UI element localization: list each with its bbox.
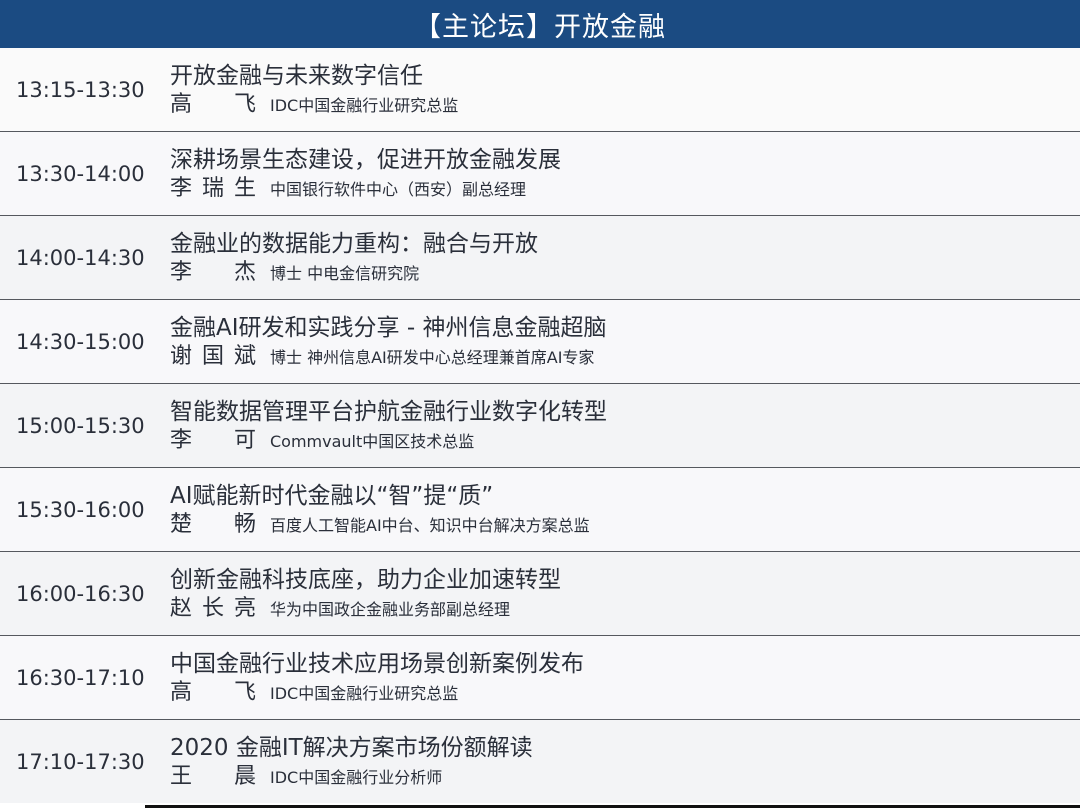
session-title: 智能数据管理平台护航金融行业数字化转型 [170,398,607,425]
speaker-name: 李 杰 [170,259,256,285]
speaker-line: 李 可 Commvault中国区技术总监 [170,428,607,454]
speaker-name: 谢国斌 [170,343,256,369]
session-time: 14:30-15:00 [16,329,145,354]
speaker-role: 博士 中电金信研究院 [270,263,420,283]
speaker-line: 赵长亮 华为中国政企金融业务部副总经理 [170,596,561,622]
speaker-line: 李 杰 博士 中电金信研究院 [170,260,538,286]
speaker-name: 李 可 [170,427,256,453]
speaker-name: 高 飞 [170,91,256,117]
session-title: 开放金融与未来数字信任 [170,62,423,89]
agenda-row: 15:00-15:30 智能数据管理平台护航金融行业数字化转型 李 可 Comm… [0,384,1080,468]
session-time: 14:00-14:30 [16,245,145,270]
session-title: 中国金融行业技术应用场景创新案例发布 [170,650,584,677]
speaker-line: 楚 畅 百度人工智能AI中台、知识中台解决方案总监 [170,512,590,538]
session-info: 2020 金融IT解决方案市场份额解读 王 晨 IDC中国金融行业分析师 [170,734,533,790]
speaker-line: 高 飞 IDC中国金融行业研究总监 [170,92,458,118]
session-title: 深耕场景生态建设，促进开放金融发展 [170,146,561,173]
speaker-role: 博士 神州信息AI研发中心总经理兼首席AI专家 [270,347,595,367]
speaker-role: IDC中国金融行业研究总监 [270,95,459,115]
speaker-role: 中国银行软件中心（西安）副总经理 [270,179,527,199]
session-info: 开放金融与未来数字信任 高 飞 IDC中国金融行业研究总监 [170,62,458,118]
session-time: 16:00-16:30 [16,581,145,606]
speaker-line: 李瑞生 中国银行软件中心（西安）副总经理 [170,176,561,202]
agenda-row: 17:10-17:30 2020 金融IT解决方案市场份额解读 王 晨 IDC中… [0,720,1080,803]
session-info: 中国金融行业技术应用场景创新案例发布 高 飞 IDC中国金融行业研究总监 [170,650,584,706]
session-info: 金融业的数据能力重构：融合与开放 李 杰 博士 中电金信研究院 [170,230,538,286]
speaker-name: 高 飞 [170,679,256,705]
session-time: 13:15-13:30 [16,77,145,102]
session-title: 2020 金融IT解决方案市场份额解读 [170,734,533,761]
forum-header: 【主论坛】开放金融 [0,0,1080,48]
session-title: AI赋能新时代金融以“智”提“质” [170,482,494,509]
session-time: 17:10-17:30 [16,749,145,774]
agenda-row: 16:30-17:10 中国金融行业技术应用场景创新案例发布 高 飞 IDC中国… [0,636,1080,720]
session-time: 15:30-16:00 [16,497,145,522]
agenda-row: 14:30-15:00 金融AI研发和实践分享 - 神州信息金融超脑 谢国斌 博… [0,300,1080,384]
forum-title: 【主论坛】开放金融 [414,11,666,43]
speaker-role: IDC中国金融行业分析师 [270,767,443,787]
speaker-name: 楚 畅 [170,511,256,537]
speaker-name: 赵长亮 [170,595,256,621]
agenda-row: 14:00-14:30 金融业的数据能力重构：融合与开放 李 杰 博士 中电金信… [0,216,1080,300]
session-info: 智能数据管理平台护航金融行业数字化转型 李 可 Commvault中国区技术总监 [170,398,607,454]
speaker-name: 王 晨 [170,763,256,789]
agenda-table: 13:15-13:30 开放金融与未来数字信任 高 飞 IDC中国金融行业研究总… [0,48,1080,803]
agenda-row: 16:00-16:30 创新金融科技底座，助力企业加速转型 赵长亮 华为中国政企… [0,552,1080,636]
agenda-row: 13:30-14:00 深耕场景生态建设，促进开放金融发展 李瑞生 中国银行软件… [0,132,1080,216]
agenda-row: 15:30-16:00 AI赋能新时代金融以“智”提“质” 楚 畅 百度人工智能… [0,468,1080,552]
agenda-row: 13:15-13:30 开放金融与未来数字信任 高 飞 IDC中国金融行业研究总… [0,48,1080,132]
speaker-role: Commvault中国区技术总监 [270,431,475,451]
speaker-name: 李瑞生 [170,175,256,201]
speaker-line: 王 晨 IDC中国金融行业分析师 [170,764,533,790]
session-info: 金融AI研发和实践分享 - 神州信息金融超脑 谢国斌 博士 神州信息AI研发中心… [170,314,606,370]
session-info: 创新金融科技底座，助力企业加速转型 赵长亮 华为中国政企金融业务部副总经理 [170,566,561,622]
speaker-role: 百度人工智能AI中台、知识中台解决方案总监 [270,515,590,535]
session-title: 金融AI研发和实践分享 - 神州信息金融超脑 [170,314,607,341]
speaker-role: 华为中国政企金融业务部副总经理 [270,599,511,619]
session-title: 创新金融科技底座，助力企业加速转型 [170,566,561,593]
session-time: 15:00-15:30 [16,413,145,438]
speaker-role: IDC中国金融行业研究总监 [270,683,459,703]
session-time: 13:30-14:00 [16,161,145,186]
bottom-rule [145,805,1080,808]
speaker-line: 谢国斌 博士 神州信息AI研发中心总经理兼首席AI专家 [170,344,606,370]
session-info: AI赋能新时代金融以“智”提“质” 楚 畅 百度人工智能AI中台、知识中台解决方… [170,482,590,538]
session-info: 深耕场景生态建设，促进开放金融发展 李瑞生 中国银行软件中心（西安）副总经理 [170,146,561,202]
session-title: 金融业的数据能力重构：融合与开放 [170,230,538,257]
session-time: 16:30-17:10 [16,665,145,690]
speaker-line: 高 飞 IDC中国金融行业研究总监 [170,680,584,706]
